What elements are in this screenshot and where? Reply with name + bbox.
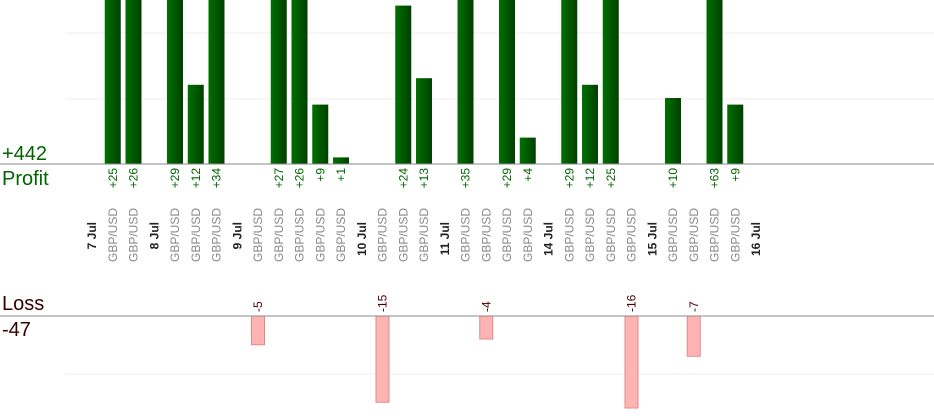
profit-value-label: +12 (583, 168, 597, 189)
profit-value-label: +29 (500, 168, 514, 189)
pair-label: GBP/USD (604, 208, 618, 262)
pair-label: GBP/USD (168, 208, 182, 262)
profit-value-label: +10 (666, 168, 680, 189)
pair-label: GBP/USD (127, 208, 141, 262)
date-label: 14 Jul (542, 222, 556, 256)
profit-bar (665, 98, 681, 164)
pair-label: GBP/USD (376, 208, 390, 262)
profit-value-label: +27 (272, 168, 286, 189)
date-label: 11 Jul (438, 222, 452, 255)
profit-value-label: +4 (521, 168, 535, 182)
date-label: 16 Jul (749, 222, 763, 256)
profit-bar (706, 0, 723, 164)
profit-value-label: +63 (708, 168, 722, 189)
profit-bar (602, 0, 619, 164)
date-label: 10 Jul (355, 222, 369, 256)
pair-label: GBP/USD (313, 208, 327, 262)
pair-label: GBP/USD (521, 208, 535, 262)
pair-label: GBP/USD (562, 208, 576, 262)
pair-label: GBP/USD (106, 208, 120, 262)
date-label: 8 Jul (147, 222, 161, 249)
pair-label: GBP/USD (583, 208, 597, 262)
loss-bar (251, 315, 265, 346)
profit-value-label: +9 (313, 168, 327, 182)
profit-value-label: +29 (562, 168, 576, 189)
date-label: 7 Jul (85, 222, 99, 249)
profit-bar (125, 0, 142, 165)
profit-bar (167, 0, 183, 164)
profit-value-label: +29 (168, 168, 182, 189)
pair-label: GBP/USD (500, 208, 514, 262)
profit-value-label: +26 (293, 168, 307, 189)
pair-label: GBP/USD (272, 208, 286, 262)
profit-value-label: +25 (604, 168, 618, 189)
profit-label: Profit (2, 168, 49, 190)
profit-value-label: +35 (459, 168, 473, 189)
profit-bar (395, 5, 412, 164)
pair-label: GBP/USD (687, 208, 701, 262)
profit-value-label: +13 (417, 168, 431, 189)
date-label: 9 Jul (230, 222, 244, 249)
profit-bar (187, 84, 204, 164)
profit-value-label: +9 (728, 168, 742, 182)
pair-label: GBP/USD (728, 208, 742, 262)
loss-bar (375, 315, 390, 403)
profit-bar (270, 0, 287, 164)
loss-value-label: -4 (479, 301, 493, 312)
pair-label: GBP/USD (666, 208, 680, 262)
pair-label: GBP/USD (293, 208, 307, 262)
loss-total: -47 (2, 319, 31, 341)
profit-bar (582, 84, 598, 164)
profit-value-label: +1 (334, 168, 348, 182)
profit-bar (208, 0, 225, 164)
date-label: 15 Jul (645, 222, 659, 256)
loss-bar (624, 315, 639, 409)
profit-value-label: +34 (210, 168, 224, 189)
pair-label: GBP/USD (334, 208, 348, 262)
loss-bar (479, 315, 494, 340)
profit-bar (416, 78, 432, 164)
profit-value-label: +12 (189, 168, 203, 189)
profit-bar (519, 137, 536, 164)
profit-bar (333, 157, 349, 164)
profit-bar (727, 104, 744, 164)
pair-label: GBP/USD (251, 208, 265, 262)
profit-bar (457, 0, 474, 164)
profit-value-label: +24 (396, 168, 410, 189)
profit-total: +442 (2, 143, 47, 165)
profit-bar (312, 104, 329, 164)
profit-bar (104, 0, 121, 164)
loss-value-label: -16 (625, 294, 639, 312)
profit-value-label: +25 (106, 168, 120, 189)
loss-value-label: -15 (376, 294, 390, 312)
pair-label: GBP/USD (396, 208, 410, 262)
profit-bar (291, 0, 308, 165)
loss-value-label: -7 (687, 301, 701, 312)
pair-label: GBP/USD (189, 208, 203, 262)
pair-label: GBP/USD (708, 208, 722, 262)
loss-label: Loss (2, 293, 44, 315)
profit-value-label: +26 (127, 168, 141, 189)
pair-label: GBP/USD (479, 208, 493, 262)
profit-bar (561, 0, 578, 164)
profit-bar (499, 0, 515, 164)
pair-label: GBP/USD (417, 208, 431, 262)
loss-bar (686, 315, 701, 357)
pair-label: GBP/USD (625, 208, 639, 262)
pair-label: GBP/USD (459, 208, 473, 262)
loss-value-label: -5 (251, 301, 265, 312)
pair-label: GBP/USD (210, 208, 224, 262)
